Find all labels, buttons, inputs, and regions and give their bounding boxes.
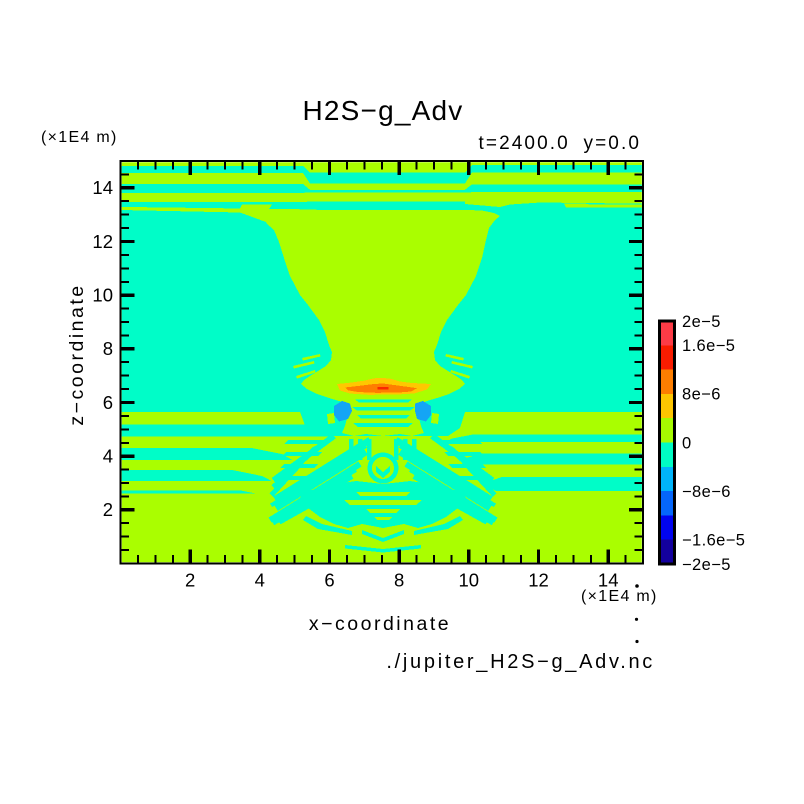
svg-text:4: 4: [103, 446, 113, 467]
svg-text:−2e−5: −2e−5: [682, 556, 731, 574]
svg-text:−8e−6: −8e−6: [682, 483, 731, 501]
svg-text:0: 0: [682, 434, 692, 452]
svg-text:(×1E4 m): (×1E4 m): [41, 129, 118, 146]
svg-text:t=2400.0 y=0.0: t=2400.0 y=0.0: [479, 133, 642, 154]
svg-text:(×1E4 m): (×1E4 m): [581, 588, 658, 605]
svg-text:2: 2: [185, 570, 195, 591]
svg-text:2: 2: [103, 499, 113, 520]
svg-text:6: 6: [324, 570, 334, 591]
svg-text:14: 14: [92, 177, 113, 198]
svg-text:8e−6: 8e−6: [682, 386, 721, 404]
svg-text:2e−5: 2e−5: [682, 313, 721, 331]
svg-text:−1.6e−5: −1.6e−5: [682, 532, 745, 550]
svg-text:H2S−g_Adv: H2S−g_Adv: [302, 95, 463, 126]
svg-text:z−coordinate: z−coordinate: [66, 283, 88, 425]
svg-text:./jupiter_H2S−g_Adv.nc: ./jupiter_H2S−g_Adv.nc: [386, 651, 655, 673]
svg-text:10: 10: [92, 285, 113, 306]
svg-text:8: 8: [103, 338, 113, 359]
svg-text:12: 12: [92, 231, 113, 252]
svg-text:1.6e−5: 1.6e−5: [682, 337, 735, 355]
svg-text:6: 6: [103, 392, 113, 413]
svg-text:14: 14: [598, 570, 619, 591]
svg-text:12: 12: [528, 570, 549, 591]
svg-text:4: 4: [255, 570, 265, 591]
svg-text:10: 10: [459, 570, 480, 591]
svg-text:x−coordinate: x−coordinate: [309, 613, 451, 635]
svg-text:8: 8: [394, 570, 404, 591]
